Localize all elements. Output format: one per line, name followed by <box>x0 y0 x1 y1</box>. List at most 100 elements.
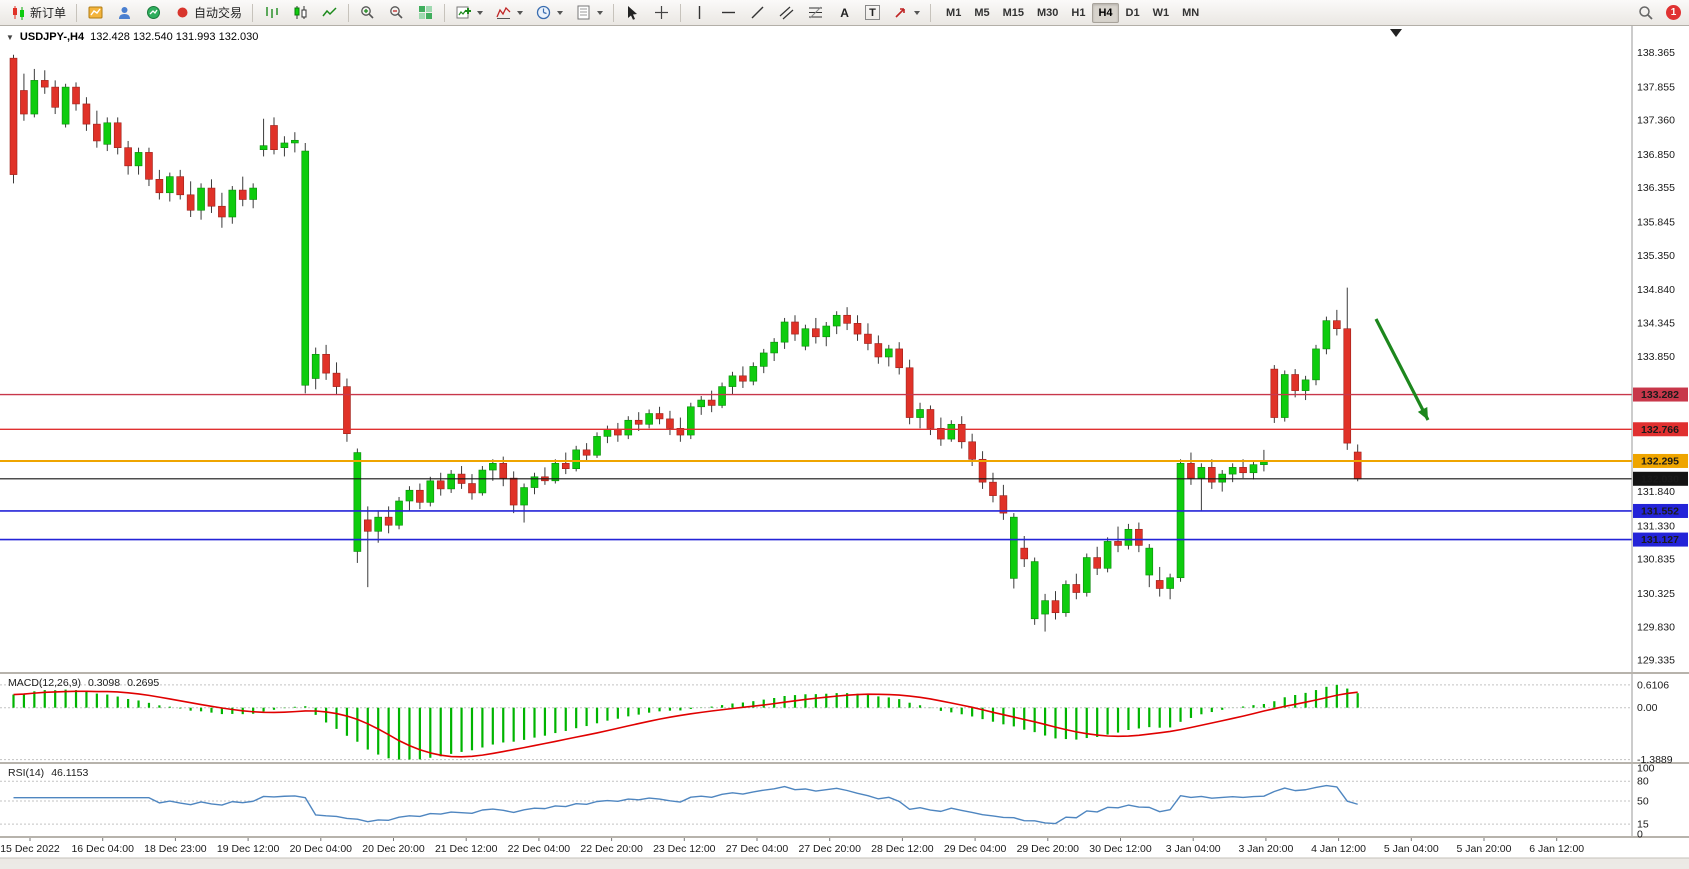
timeframe-d1-button[interactable]: D1 <box>1120 3 1146 23</box>
timeframe-m15-button[interactable]: M15 <box>997 3 1030 23</box>
timeframe-h1-button[interactable]: H1 <box>1065 3 1091 23</box>
indicators-button[interactable] <box>490 2 528 24</box>
channel-tool-button[interactable] <box>773 2 800 24</box>
svg-text:136.850: 136.850 <box>1637 149 1675 161</box>
timeframe-mn-button[interactable]: MN <box>1176 3 1205 23</box>
collapse-triangle-icon[interactable]: ▼ <box>6 32 14 42</box>
svg-text:-1.3889: -1.3889 <box>1637 754 1673 766</box>
dropdown-caret-icon <box>597 10 604 15</box>
svg-text:29 Dec 04:00: 29 Dec 04:00 <box>944 843 1007 855</box>
svg-text:15 Dec 2022: 15 Dec 2022 <box>0 843 60 855</box>
svg-text:100: 100 <box>1637 763 1655 775</box>
vertical-line-tool-button[interactable] <box>686 2 713 24</box>
vertical-line-icon <box>691 4 708 21</box>
separator <box>348 3 350 22</box>
market-watch-icon <box>145 4 162 21</box>
price-axis[interactable] <box>1632 26 1689 838</box>
svg-text:129.830: 129.830 <box>1637 621 1675 633</box>
svg-text:134.345: 134.345 <box>1637 317 1675 329</box>
arrow-tool-icon <box>892 4 909 21</box>
time-axis[interactable] <box>0 838 1632 858</box>
search-button[interactable] <box>1632 2 1659 24</box>
candlestick-chart-icon <box>292 4 309 21</box>
trendline-icon <box>749 4 766 21</box>
rsi-name: RSI(14) <box>8 767 45 779</box>
new-chart-button[interactable] <box>450 2 488 24</box>
macd-signal-value: 0.2695 <box>127 677 160 689</box>
macd-indicator-label: MACD(12,26,9) 0.3098 0.2695 <box>8 677 159 689</box>
svg-text:5 Jan 20:00: 5 Jan 20:00 <box>1457 843 1512 855</box>
dropdown-caret-icon <box>477 10 484 15</box>
svg-text:132.030: 132.030 <box>1641 473 1679 485</box>
templates-button[interactable] <box>570 2 608 24</box>
new-order-button[interactable]: 新订单 <box>5 2 71 24</box>
arrows-tool-button[interactable] <box>887 2 925 24</box>
svg-text:133.282: 133.282 <box>1641 389 1679 401</box>
svg-text:50: 50 <box>1637 796 1649 808</box>
bar-chart-button[interactable] <box>258 2 285 24</box>
svg-text:22 Dec 04:00: 22 Dec 04:00 <box>508 843 571 855</box>
zoom-out-button[interactable] <box>383 2 410 24</box>
svg-text:135.350: 135.350 <box>1637 250 1675 262</box>
fibonacci-tool-button[interactable] <box>802 2 829 24</box>
text-label-tool-button[interactable]: T <box>860 2 885 24</box>
chart-windows-button[interactable] <box>82 2 109 24</box>
timeframe-m5-button[interactable]: M5 <box>968 3 995 23</box>
tile-windows-icon <box>417 4 434 21</box>
svg-text:0.6106: 0.6106 <box>1637 679 1669 691</box>
search-icon <box>1637 4 1654 21</box>
line-chart-button[interactable] <box>316 2 343 24</box>
text-tool-icon: A <box>840 5 849 20</box>
svg-text:27 Dec 04:00: 27 Dec 04:00 <box>726 843 789 855</box>
text-tool-button[interactable]: A <box>831 2 858 24</box>
svg-text:23 Dec 12:00: 23 Dec 12:00 <box>653 843 716 855</box>
svg-text:0: 0 <box>1637 829 1643 841</box>
autotrading-label: 自动交易 <box>194 6 243 20</box>
new-order-icon <box>10 4 27 21</box>
svg-text:6 Jan 12:00: 6 Jan 12:00 <box>1529 843 1584 855</box>
ohlc-values: 132.428 132.540 131.993 132.030 <box>90 31 259 43</box>
clock-icon <box>535 4 552 21</box>
timeframe-w1-button[interactable]: W1 <box>1147 3 1176 23</box>
svg-text:4 Jan 12:00: 4 Jan 12:00 <box>1311 843 1366 855</box>
macd-main-value: 0.3098 <box>87 677 121 689</box>
chart-windows-icon <box>87 4 104 21</box>
separator <box>930 3 932 22</box>
periods-button[interactable] <box>530 2 568 24</box>
crosshair-tool-button[interactable] <box>648 2 675 24</box>
trendline-tool-button[interactable] <box>744 2 771 24</box>
separator <box>680 3 682 22</box>
template-icon <box>575 4 592 21</box>
bar-chart-icon <box>263 4 280 21</box>
horizontal-line-tool-button[interactable] <box>715 2 742 24</box>
zoom-in-button[interactable] <box>354 2 381 24</box>
svg-text:5 Jan 04:00: 5 Jan 04:00 <box>1384 843 1439 855</box>
separator <box>444 3 446 22</box>
zoom-out-icon <box>388 4 405 21</box>
dropdown-caret-icon <box>914 10 921 15</box>
text-label-icon: T <box>865 5 881 20</box>
rsi-indicator-label: RSI(14) 46.1153 <box>8 767 88 779</box>
svg-text:131.127: 131.127 <box>1641 534 1679 546</box>
cursor-tool-button[interactable] <box>619 2 646 24</box>
autotrading-icon <box>174 4 191 21</box>
timeframe-m30-button[interactable]: M30 <box>1031 3 1064 23</box>
timeframe-m1-button[interactable]: M1 <box>940 3 967 23</box>
svg-text:21 Dec 12:00: 21 Dec 12:00 <box>435 843 498 855</box>
chart-window[interactable]: 133.282 132.766 132.295 131.552 131.127 132.0… <box>0 26 1689 864</box>
chart-canvas[interactable]: 133.282 132.766 132.295 131.552 131.127 132.0… <box>0 26 1689 864</box>
channel-icon <box>778 4 795 21</box>
autotrading-button[interactable]: 自动交易 <box>169 2 247 24</box>
svg-text:20 Dec 20:00: 20 Dec 20:00 <box>362 843 425 855</box>
timeframe-group: M1 M5 M15 M30 H1 H4 D1 W1 MN <box>940 2 1205 23</box>
tile-windows-button[interactable] <box>412 2 439 24</box>
notification-badge[interactable]: 1 <box>1666 5 1681 20</box>
candlestick-chart-button[interactable] <box>287 2 314 24</box>
new-order-label: 新订单 <box>30 6 67 20</box>
profile-button[interactable] <box>111 2 138 24</box>
market-watch-button[interactable] <box>140 2 167 24</box>
dropdown-caret-icon <box>517 10 524 15</box>
chart-title: ▼ USDJPY-,H4 132.428 132.540 131.993 132… <box>6 31 258 43</box>
timeframe-h4-button[interactable]: H4 <box>1092 2 1119 23</box>
horizontal-line-icon <box>720 4 737 21</box>
